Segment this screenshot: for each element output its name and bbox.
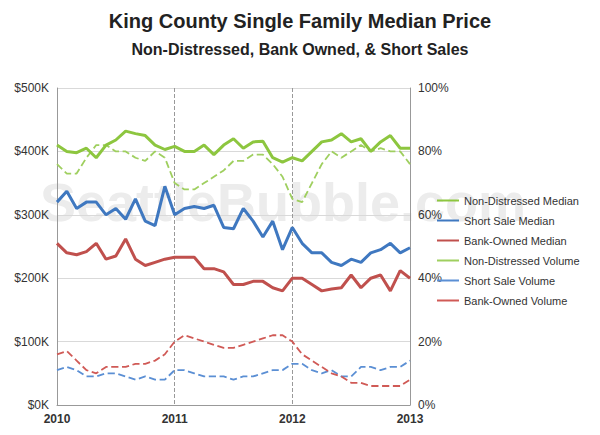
svg-text:Bank-Owned Volume: Bank-Owned Volume bbox=[464, 295, 567, 307]
svg-text:SeattleBubble.com: SeattleBubble.com bbox=[40, 172, 526, 232]
svg-text:80%: 80% bbox=[418, 144, 442, 158]
svg-text:$400K: $400K bbox=[14, 144, 49, 158]
svg-text:Short Sale Volume: Short Sale Volume bbox=[464, 275, 555, 287]
svg-text:60%: 60% bbox=[418, 207, 442, 222]
svg-text:2010: 2010 bbox=[44, 412, 71, 426]
svg-text:$300K: $300K bbox=[14, 208, 49, 222]
svg-text:King County Single Family Medi: King County Single Family Median Price bbox=[109, 10, 491, 32]
svg-text:Non-Distressed Median: Non-Distressed Median bbox=[464, 195, 579, 207]
svg-text:Non-Distressed, Bank Owned, &: Non-Distressed, Bank Owned, & Short Sale… bbox=[132, 41, 469, 58]
svg-text:40%: 40% bbox=[418, 271, 442, 285]
svg-text:20%: 20% bbox=[418, 335, 442, 349]
svg-text:Short Sale Median: Short Sale Median bbox=[464, 215, 555, 227]
svg-text:2011: 2011 bbox=[162, 412, 188, 426]
svg-text:$500K: $500K bbox=[14, 81, 49, 95]
svg-text:$0K: $0K bbox=[28, 398, 49, 412]
svg-text:100%: 100% bbox=[418, 81, 449, 95]
svg-text:0%: 0% bbox=[418, 398, 436, 412]
svg-text:Bank-Owned Median: Bank-Owned Median bbox=[464, 235, 567, 247]
svg-text:2013: 2013 bbox=[397, 412, 424, 426]
svg-text:Non-Distressed Volume: Non-Distressed Volume bbox=[464, 255, 580, 267]
svg-text:$200K: $200K bbox=[14, 271, 49, 285]
svg-text:2012: 2012 bbox=[279, 412, 306, 426]
svg-text:$100K: $100K bbox=[14, 335, 49, 349]
